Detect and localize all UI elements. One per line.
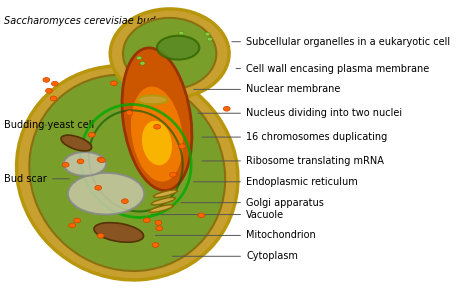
Circle shape — [43, 77, 50, 82]
Ellipse shape — [64, 152, 106, 176]
Circle shape — [205, 32, 210, 36]
Circle shape — [137, 56, 142, 60]
Circle shape — [97, 157, 104, 162]
Circle shape — [89, 132, 95, 137]
Text: Nuclear membrane: Nuclear membrane — [194, 84, 340, 94]
Circle shape — [140, 62, 145, 65]
Text: Subcellular organelles in a eukaryotic cell: Subcellular organelles in a eukaryotic c… — [232, 37, 450, 47]
Circle shape — [110, 81, 117, 86]
Ellipse shape — [151, 198, 175, 205]
Text: Vacuole: Vacuole — [151, 209, 284, 220]
Circle shape — [50, 96, 57, 101]
Ellipse shape — [157, 36, 200, 60]
Circle shape — [143, 218, 150, 223]
Circle shape — [46, 88, 52, 93]
Circle shape — [126, 111, 133, 115]
Text: Cell wall encasing plasma membrane: Cell wall encasing plasma membrane — [236, 63, 429, 74]
Circle shape — [77, 159, 84, 164]
Ellipse shape — [154, 190, 177, 197]
Circle shape — [207, 37, 212, 41]
Circle shape — [179, 31, 184, 35]
Circle shape — [198, 213, 205, 218]
Circle shape — [121, 199, 128, 204]
Text: 16 chromosomes duplicating: 16 chromosomes duplicating — [202, 132, 387, 142]
Ellipse shape — [138, 95, 167, 104]
Circle shape — [179, 144, 185, 149]
Text: Mitochondrion: Mitochondrion — [155, 230, 316, 240]
Circle shape — [74, 218, 81, 223]
Circle shape — [95, 185, 101, 190]
Circle shape — [97, 233, 104, 238]
Circle shape — [155, 221, 162, 225]
Text: Golgi apparatus: Golgi apparatus — [181, 198, 324, 208]
Ellipse shape — [68, 173, 144, 215]
Text: Saccharomyces cerevisiae bud: Saccharomyces cerevisiae bud — [4, 16, 161, 27]
Text: Ribosome translating mRNA: Ribosome translating mRNA — [202, 156, 384, 166]
Circle shape — [52, 81, 58, 86]
Ellipse shape — [61, 135, 91, 151]
Ellipse shape — [94, 223, 144, 242]
Ellipse shape — [122, 48, 192, 190]
Text: Nucleus dividing into two nuclei: Nucleus dividing into two nuclei — [198, 108, 402, 118]
Ellipse shape — [142, 121, 172, 165]
Circle shape — [69, 223, 75, 228]
Ellipse shape — [123, 18, 216, 89]
Text: Cytoplasm: Cytoplasm — [173, 251, 298, 261]
Text: Budding yeast cell: Budding yeast cell — [4, 120, 94, 130]
Ellipse shape — [29, 75, 225, 271]
Circle shape — [156, 226, 163, 231]
Circle shape — [223, 106, 230, 111]
Circle shape — [62, 162, 69, 167]
Text: Bud scar: Bud scar — [4, 174, 69, 184]
Circle shape — [170, 172, 176, 177]
Ellipse shape — [110, 9, 229, 98]
Ellipse shape — [149, 205, 173, 212]
Text: Endoplasmic reticulum: Endoplasmic reticulum — [194, 177, 358, 187]
Ellipse shape — [131, 87, 183, 181]
Circle shape — [152, 243, 159, 247]
Circle shape — [154, 124, 161, 129]
Ellipse shape — [17, 66, 238, 280]
Circle shape — [99, 158, 105, 163]
